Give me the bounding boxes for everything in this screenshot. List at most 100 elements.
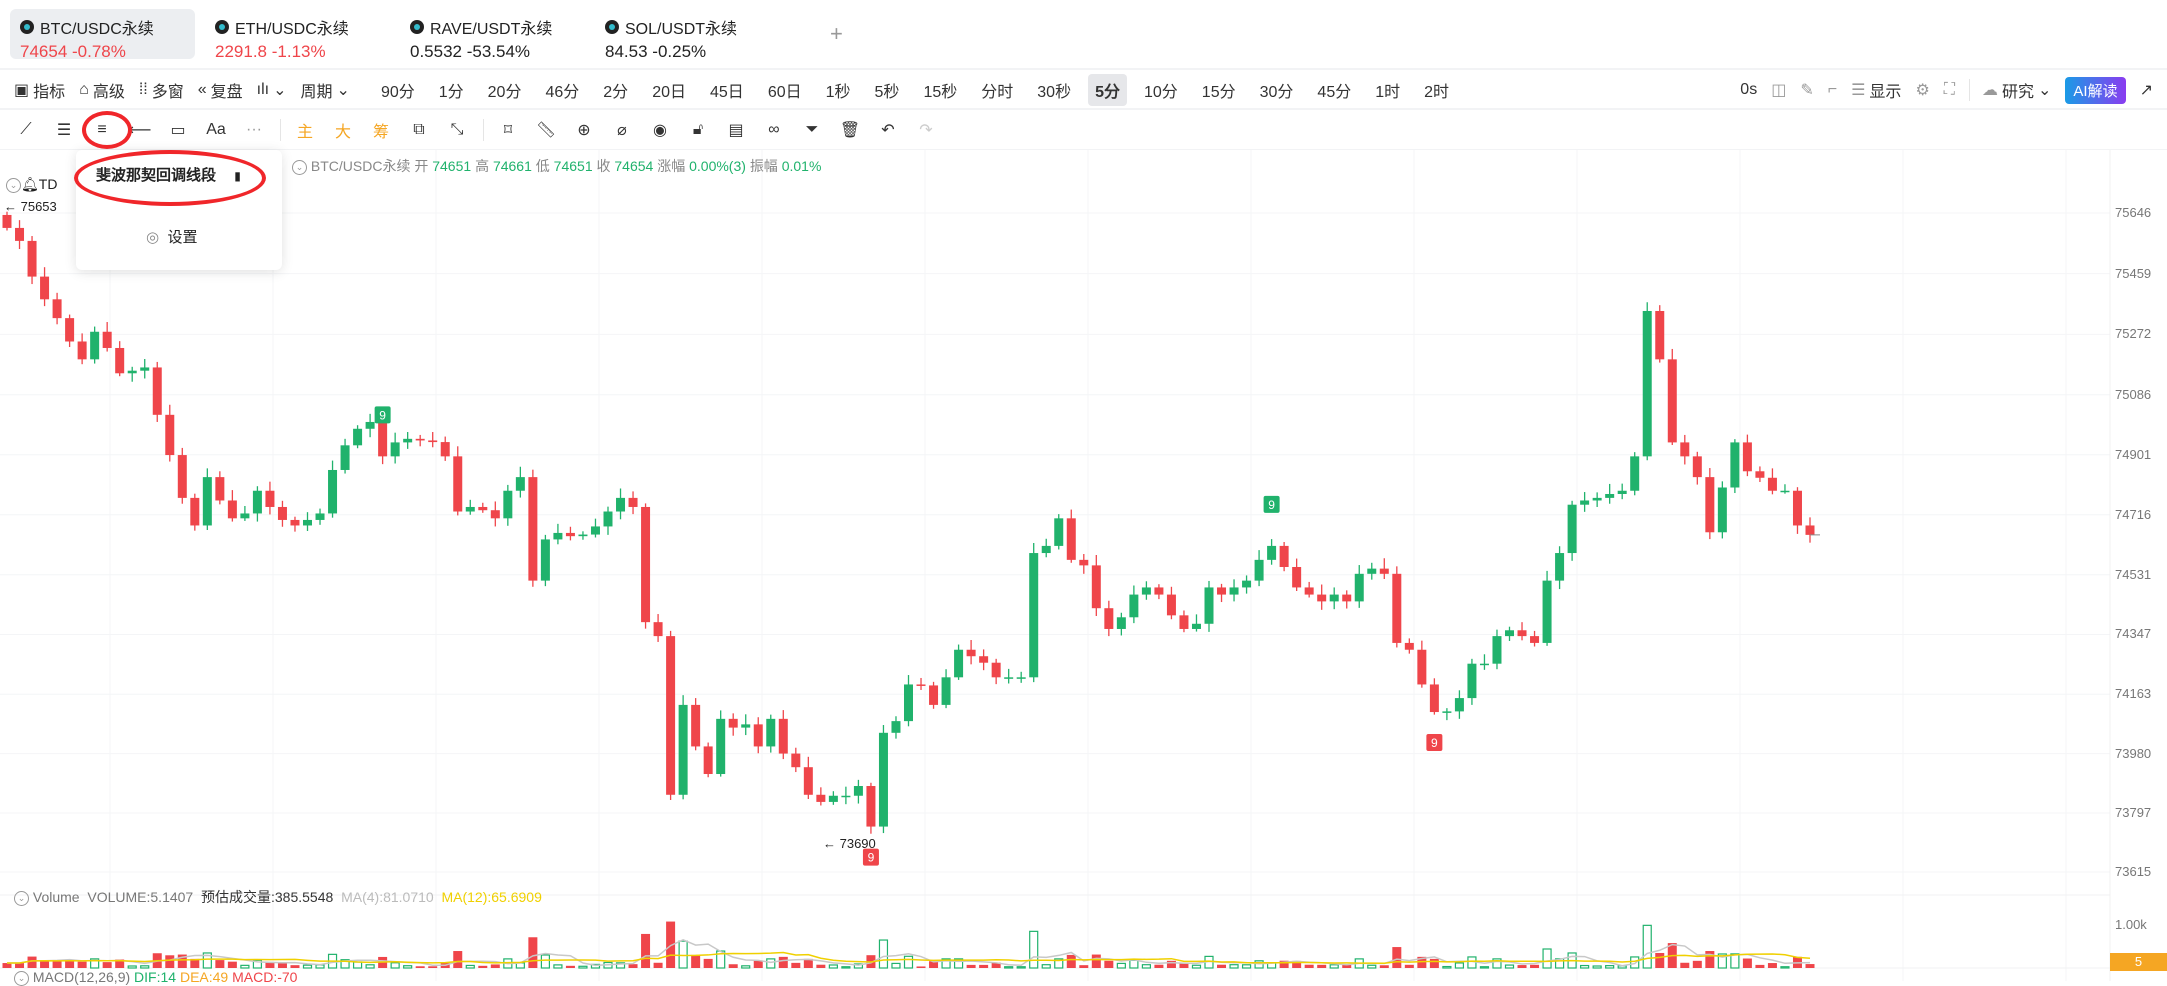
period-5分[interactable]: 5分 bbox=[1088, 74, 1127, 106]
volume-bar bbox=[816, 964, 826, 968]
indicators-button[interactable]: ▣ 指标 bbox=[14, 82, 66, 101]
candle-body bbox=[941, 677, 951, 705]
period-30分[interactable]: 30分 bbox=[1259, 84, 1294, 101]
period-15分[interactable]: 15分 bbox=[1201, 84, 1236, 101]
candle-body bbox=[766, 718, 776, 747]
coin-icon bbox=[605, 20, 619, 34]
settings-gear-icon[interactable]: ⚙ bbox=[1915, 82, 1930, 99]
trash-icon[interactable]: 🗑︎ bbox=[839, 121, 861, 139]
volume-bar bbox=[227, 961, 237, 968]
filter-icon[interactable]: ⏷ bbox=[805, 120, 819, 138]
bookmark-icon[interactable]: ▮ bbox=[234, 169, 241, 183]
parallel-lines-icon[interactable]: ☰ bbox=[56, 121, 72, 139]
candle-body bbox=[916, 684, 926, 686]
volume-bar bbox=[828, 964, 838, 969]
period-10分[interactable]: 10分 bbox=[1143, 84, 1178, 101]
bookmark-icon[interactable]: ⌑ bbox=[503, 121, 513, 139]
candlestick-chart[interactable]: 9 9 9 9 bbox=[0, 150, 2167, 981]
layout-icon[interactable]: ⌐ bbox=[1827, 81, 1838, 98]
period-30秒[interactable]: 30秒 bbox=[1037, 84, 1072, 101]
redo-icon[interactable]: ↷ bbox=[919, 121, 933, 139]
undo-icon[interactable]: ↶ bbox=[881, 121, 895, 139]
pen-icon[interactable]: ✎ bbox=[1800, 82, 1814, 99]
compare-icon[interactable]: ⧉ bbox=[413, 120, 425, 138]
period-1秒[interactable]: 1秒 bbox=[825, 84, 851, 101]
volume-bar bbox=[1429, 958, 1439, 968]
candle-body bbox=[1692, 456, 1702, 478]
text-tool-icon[interactable]: Aa bbox=[206, 120, 226, 138]
trend-line-icon[interactable]: ⟋ bbox=[20, 120, 32, 138]
replay-button[interactable]: «复盘 bbox=[197, 81, 243, 101]
period-20日[interactable]: 20日 bbox=[652, 84, 686, 101]
candle-body bbox=[728, 718, 738, 728]
fullscreen-icon[interactable]: ⛶ bbox=[1943, 81, 1955, 98]
share-chart-icon[interactable]: ↗ bbox=[2139, 82, 2153, 99]
rectangle-icon[interactable]: ▭ bbox=[170, 121, 186, 139]
camera-icon[interactable]: ◫ bbox=[1771, 82, 1787, 99]
candle-body bbox=[90, 331, 100, 360]
divider bbox=[483, 118, 484, 141]
td-indicator-legend: ⌄ 🔔︎TD bbox=[6, 176, 57, 193]
fibonacci-menu-icon[interactable]: ≡ bbox=[97, 120, 107, 138]
chart-type-dropdown[interactable]: ılı ⌄ bbox=[257, 80, 287, 100]
volume-bar bbox=[1630, 956, 1640, 969]
collapse-icon[interactable]: ⌄ bbox=[14, 970, 29, 986]
multi-window-button[interactable]: ⁞⁞ 多窗 bbox=[138, 81, 184, 101]
drawing-list-icon[interactable]: ▤ bbox=[728, 121, 744, 139]
price-tick: 73615 bbox=[2115, 864, 2152, 879]
period-1分[interactable]: 1分 bbox=[438, 84, 464, 101]
big-order-tool[interactable]: 大 bbox=[334, 123, 351, 141]
period-1时[interactable]: 1时 bbox=[1375, 84, 1401, 101]
advanced-button[interactable]: ⌂ 高级 bbox=[79, 81, 125, 101]
volume-bar bbox=[1342, 964, 1352, 968]
symbol-tab[interactable]: RAVE/USDT永续 0.5532 -53.54% bbox=[410, 20, 553, 61]
period-15秒[interactable]: 15秒 bbox=[923, 84, 958, 101]
volume-bar bbox=[1492, 958, 1502, 969]
symbol-tab[interactable]: ETH/USDC永续 2291.8 -1.13% bbox=[215, 20, 349, 61]
add-tab-button[interactable]: + bbox=[830, 21, 843, 46]
symbol-tab[interactable]: SOL/USDT永续 84.53 -0.25% bbox=[605, 20, 738, 61]
volume-bar bbox=[691, 954, 701, 968]
chips-tool[interactable]: 筹 bbox=[372, 123, 389, 141]
horizontal-ray-icon[interactable]: ⟵ bbox=[128, 121, 152, 139]
collapse-icon[interactable]: ⌄ bbox=[292, 159, 307, 175]
collapse-icon[interactable]: ⌄ bbox=[14, 890, 29, 906]
ruler-icon[interactable]: 📏︎ bbox=[535, 121, 557, 139]
period-5秒[interactable]: 5秒 bbox=[874, 84, 900, 101]
measure-icon[interactable]: ⤡ bbox=[450, 120, 464, 138]
candle-body bbox=[678, 704, 688, 795]
hide-drawings-icon[interactable]: ◉ bbox=[653, 121, 667, 139]
link-icon[interactable]: ∞ bbox=[768, 120, 780, 138]
period-90分[interactable]: 90分 bbox=[380, 84, 415, 101]
zoom-in-icon[interactable]: ⊕ bbox=[577, 121, 591, 139]
menu-item-settings[interactable]: ◎ 设置 bbox=[146, 229, 198, 246]
display-button[interactable]: ☰ 显示 bbox=[1851, 82, 1902, 101]
td-marker bbox=[862, 848, 879, 866]
main-chart-tool[interactable]: 主 bbox=[296, 123, 313, 141]
period-分时[interactable]: 分时 bbox=[981, 84, 1014, 101]
candle-body bbox=[1542, 580, 1552, 643]
coin-icon bbox=[20, 20, 34, 34]
candle-body bbox=[716, 718, 726, 775]
period-2时[interactable]: 2时 bbox=[1424, 84, 1450, 101]
more-tools-icon[interactable]: ··· bbox=[246, 120, 262, 138]
candle-body bbox=[1129, 594, 1139, 618]
lock-icon[interactable]: 🔓︎ bbox=[692, 120, 704, 138]
period-45日[interactable]: 45日 bbox=[710, 84, 744, 101]
candle-body bbox=[453, 456, 463, 512]
current-volume-badge: 5 bbox=[2110, 953, 2167, 971]
period-60日[interactable]: 60日 bbox=[767, 84, 802, 101]
volume-bar bbox=[653, 962, 663, 968]
research-dropdown[interactable]: ☁ 研究 ⌄ bbox=[1981, 82, 2052, 101]
period-20分[interactable]: 20分 bbox=[487, 84, 522, 101]
collapse-icon[interactable]: ⌄ bbox=[6, 177, 21, 193]
period-46分[interactable]: 46分 bbox=[545, 84, 580, 101]
symbol-tab[interactable]: BTC/USDC永续 74654 -0.78% bbox=[10, 9, 195, 61]
period-45分[interactable]: 45分 bbox=[1317, 84, 1352, 101]
period-2分[interactable]: 2分 bbox=[603, 84, 629, 101]
candle-body bbox=[1467, 663, 1477, 699]
period-dropdown[interactable]: 周期 ⌄ bbox=[300, 82, 350, 101]
magnet-icon[interactable]: ⌀ bbox=[617, 121, 627, 139]
menu-item-fibonacci-retracement[interactable]: 斐波那契回调线段 ▮ bbox=[96, 167, 241, 184]
ai-interpret-button[interactable]: AI解读 bbox=[2065, 76, 2126, 104]
